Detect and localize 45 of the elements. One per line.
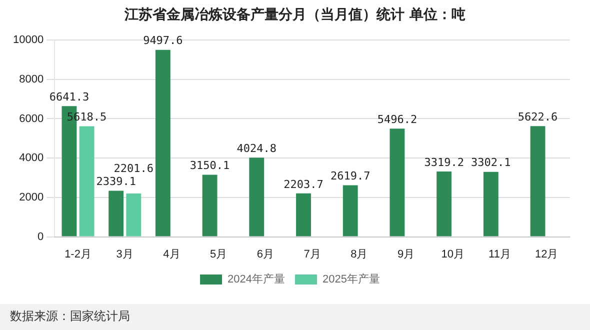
bar (436, 171, 452, 236)
bar (342, 185, 358, 236)
x-tick-label: 10月 (441, 248, 464, 260)
legend-label: 2025年产量 (322, 272, 380, 286)
x-tick-label: 8月 (350, 248, 368, 260)
source-note: 数据来源：国家统计局 (0, 304, 590, 330)
bar (108, 190, 124, 236)
x-tick-label: 4月 (163, 248, 180, 260)
data-label: 2203.7 (284, 178, 324, 191)
data-label: 2201.6 (114, 162, 154, 176)
legend-label: 2024年产量 (228, 272, 286, 286)
x-tick-label: 5月 (210, 248, 228, 260)
y-tick-label: 8000 (19, 73, 44, 86)
x-tick-label: 1-2月 (64, 248, 92, 260)
data-label: 5496.2 (377, 112, 418, 126)
bar (126, 193, 142, 236)
data-label: 3150.1 (190, 159, 230, 172)
data-label: 2339.1 (96, 175, 136, 188)
y-tick-label: 2000 (19, 191, 44, 204)
bar (390, 128, 405, 236)
bar (296, 193, 311, 236)
bar (79, 126, 94, 236)
data-label: 9497.6 (143, 34, 183, 48)
bar (155, 50, 170, 236)
bar (483, 172, 498, 236)
y-tick-label: 0 (37, 230, 44, 243)
x-tick-label: 6月 (256, 248, 274, 260)
x-tick-label: 7月 (304, 248, 321, 260)
bar (530, 126, 546, 236)
x-tick-label: 11月 (488, 248, 511, 260)
x-tick-label: 9月 (397, 248, 415, 260)
data-label: 5622.6 (518, 110, 558, 124)
x-tick-label: 3月 (116, 248, 134, 260)
y-tick-label: 6000 (19, 112, 44, 125)
data-label: 6641.3 (49, 90, 90, 104)
bar (249, 158, 264, 236)
data-label: 3319.2 (424, 156, 464, 169)
data-label: 4024.8 (236, 142, 277, 155)
data-label: 2619.7 (330, 170, 370, 183)
bar (202, 174, 218, 236)
y-tick-label: 10000 (12, 34, 44, 46)
y-tick-label: 4000 (19, 152, 44, 164)
chart-title: 江苏省金属冶炼设备产量分月（当月值）统计 单位：吨 (124, 6, 466, 24)
data-label: 3302.1 (471, 156, 511, 170)
x-tick-label: 12月 (534, 248, 558, 260)
